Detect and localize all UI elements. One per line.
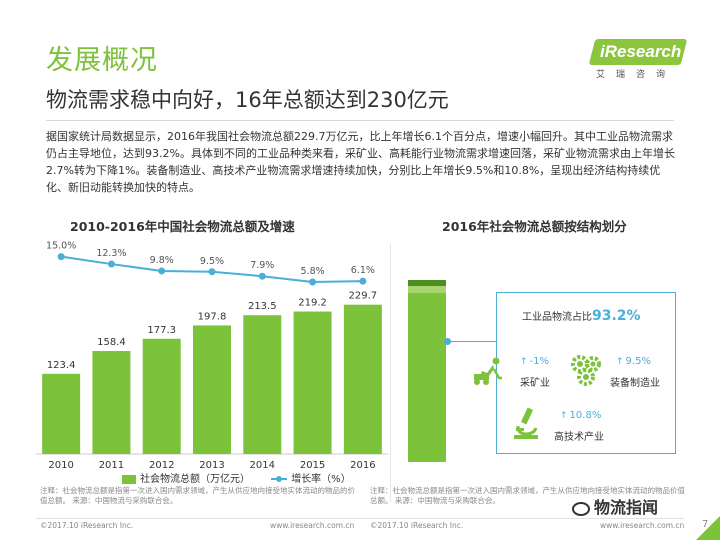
year-label-2013: 2013 (199, 460, 224, 471)
rate-point-2010 (57, 253, 65, 261)
equipment-change-value: 9.5% (625, 356, 651, 367)
equipment-change: ↑ 9.5% (616, 356, 651, 367)
up-arrow-icon: ↑ (520, 357, 528, 367)
legend-line-label: 增长率（%） (291, 474, 351, 485)
notes-right: 注释：社会物流总额是指第一次进入国内需求领域，产生从供应地向接受地实体流动的物品… (370, 486, 685, 505)
footer-copyright-right: ©2017.10 iResearch Inc. (370, 521, 464, 530)
legend-bar-swatch (122, 474, 136, 484)
mining-label: 采矿业 (520, 378, 550, 389)
intro-paragraph: 据国家统计局数据显示，2016年我国社会物流总额229.7万亿元，比上年增长6.… (46, 130, 675, 194)
rate-point-2016 (359, 277, 367, 285)
bar-2016 (343, 304, 382, 454)
year-label-2012: 2012 (149, 460, 174, 471)
rate-label-2014: 7.9% (250, 260, 274, 271)
bar-2014 (243, 315, 282, 454)
mining-change: ↑ -1% (520, 356, 549, 367)
legend-bar: 社会物流总额（万亿元） (122, 470, 250, 485)
page-title: 发展概况 (46, 45, 158, 76)
hightech-label: 高技术产业 (554, 432, 604, 443)
connector-dot (444, 338, 451, 345)
legend-bar-label: 社会物流总额（万亿元） (140, 474, 250, 485)
bar-value-2014: 213.5 (248, 301, 277, 312)
hightech-change-value: 10.8% (569, 410, 602, 421)
hightech-change: ↑ 10.8% (560, 410, 601, 421)
connector-line (446, 341, 496, 342)
mining-change-value: -1% (529, 356, 550, 367)
bar-2011 (92, 351, 131, 454)
rate-label-2011: 12.3% (96, 248, 126, 259)
stack-segment-second (408, 286, 446, 293)
mining-icon (474, 357, 502, 385)
rate-label-2013: 9.5% (200, 256, 224, 267)
rate-label-2012: 9.8% (150, 255, 174, 266)
bar-value-2013: 197.8 (198, 311, 227, 322)
bar-value-2012: 177.3 (147, 325, 176, 336)
year-label-2014: 2014 (250, 460, 275, 471)
footer-rule (36, 518, 684, 519)
year-label-2011: 2011 (99, 460, 124, 471)
gears-icon (571, 355, 601, 386)
footer-copyright-left: ©2017.10 iResearch Inc. (40, 521, 134, 530)
footer-url-left: www.iresearch.com.cn (270, 521, 355, 530)
notes-left: 注释：社会物流总额是指第一次进入国内需求领域，产生从供应地向接受地实体流动的物品… (40, 486, 355, 505)
logo-sub: 艾瑞咨询 (596, 70, 677, 80)
bar-value-2011: 158.4 (97, 337, 126, 348)
microscope-icon (514, 407, 538, 439)
wechat-label: 物流指闻 (594, 498, 659, 517)
bar-value-2016: 229.7 (349, 291, 378, 302)
industrial-share-value: 93.2% (592, 308, 641, 324)
equipment-label: 装备制造业 (610, 378, 660, 389)
industrial-share: 工业品物流占比93.2% (522, 308, 641, 324)
wechat-icon (572, 501, 590, 516)
industrial-share-label: 工业品物流占比 (522, 312, 592, 323)
rate-label-2010: 15.0% (46, 241, 76, 252)
left-chart-title: 2010-2016年中国社会物流总额及增速 (70, 219, 295, 234)
page-number: 7 (702, 519, 709, 530)
year-label-2016: 2016 (350, 460, 375, 471)
legend-line-swatch (271, 476, 288, 482)
up-arrow-icon: ↑ (560, 411, 568, 421)
page-subtitle: 物流需求稳中向好，16年总额达到230亿元 (46, 88, 449, 112)
bar-2013 (193, 325, 231, 454)
logo-brand: iResearch (600, 42, 682, 61)
rate-label-2016: 6.1% (351, 265, 375, 276)
rate-point-2013 (208, 268, 216, 276)
wechat-watermark: 物流指闻 (572, 494, 658, 518)
bar-2012 (142, 338, 181, 454)
logistics-total-chart: 123.4 2010 158.4 2011 177.3 2012 197.8 2013 213.… (36, 241, 388, 471)
year-label-2015: 2015 (300, 460, 325, 471)
header-rule (46, 120, 674, 121)
bar-value-2015: 219.2 (298, 298, 327, 309)
up-arrow-icon: ↑ (616, 357, 624, 367)
year-label-2010: 2010 (48, 460, 73, 471)
structure-stack-bar (408, 280, 446, 462)
chart-divider (390, 244, 391, 502)
bar-value-2010: 123.4 (47, 360, 76, 371)
legend-line: 增长率（%） (271, 470, 351, 485)
stack-segment-top (408, 280, 446, 286)
rate-label-2015: 5.8% (301, 266, 325, 277)
rate-point-2015 (309, 278, 317, 286)
rate-point-2014 (258, 272, 266, 280)
bar-2010 (42, 373, 81, 454)
bar-2015 (293, 311, 332, 454)
footer-url-right: www.iresearch.com.cn (600, 521, 685, 530)
rate-point-2012 (158, 267, 166, 275)
chart-legend: 社会物流总额（万亿元） 增长率（%） (122, 470, 369, 485)
iresearch-logo: iResearch 艾瑞咨询 (588, 39, 688, 81)
right-chart-title: 2016年社会物流总额按结构划分 (442, 219, 627, 234)
rate-point-2011 (107, 260, 115, 268)
